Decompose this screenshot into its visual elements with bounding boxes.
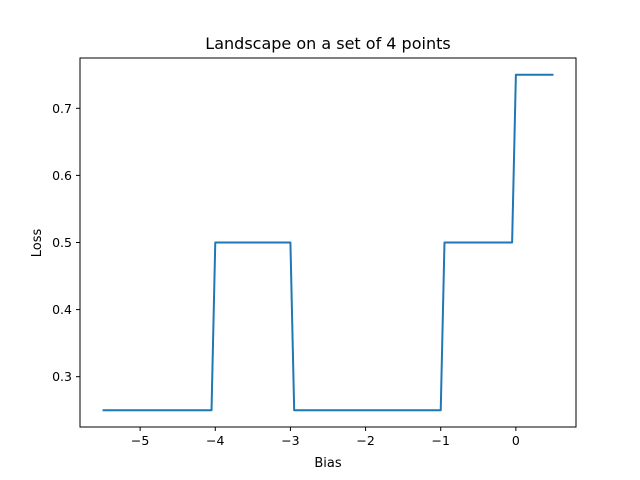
x-tick-label: −5 bbox=[131, 433, 149, 448]
y-axis-ticks: 0.3 0.4 0.5 0.6 0.7 bbox=[52, 101, 80, 384]
x-tick-label: 0 bbox=[512, 433, 520, 448]
y-tick-label: 0.3 bbox=[52, 369, 72, 384]
series-layer bbox=[102, 73, 554, 412]
y-tick-label: 0.5 bbox=[52, 235, 72, 250]
y-tick-label: 0.7 bbox=[52, 101, 72, 116]
x-tick-label: −1 bbox=[432, 433, 450, 448]
plot-frame bbox=[79, 57, 577, 428]
series-line bbox=[102, 73, 554, 412]
y-tick-label: 0.6 bbox=[52, 168, 72, 183]
x-tick-label: −2 bbox=[356, 433, 374, 448]
x-tick-label: −3 bbox=[281, 433, 299, 448]
x-axis-label: Bias bbox=[314, 456, 341, 471]
x-tick-label: −4 bbox=[206, 433, 224, 448]
chart-title: Landscape on a set of 4 points bbox=[205, 34, 450, 53]
x-axis-ticks: −5 −4 −3 −2 −1 0 bbox=[131, 427, 520, 448]
y-tick-label: 0.4 bbox=[52, 302, 72, 317]
y-axis-label: Loss bbox=[30, 229, 45, 258]
